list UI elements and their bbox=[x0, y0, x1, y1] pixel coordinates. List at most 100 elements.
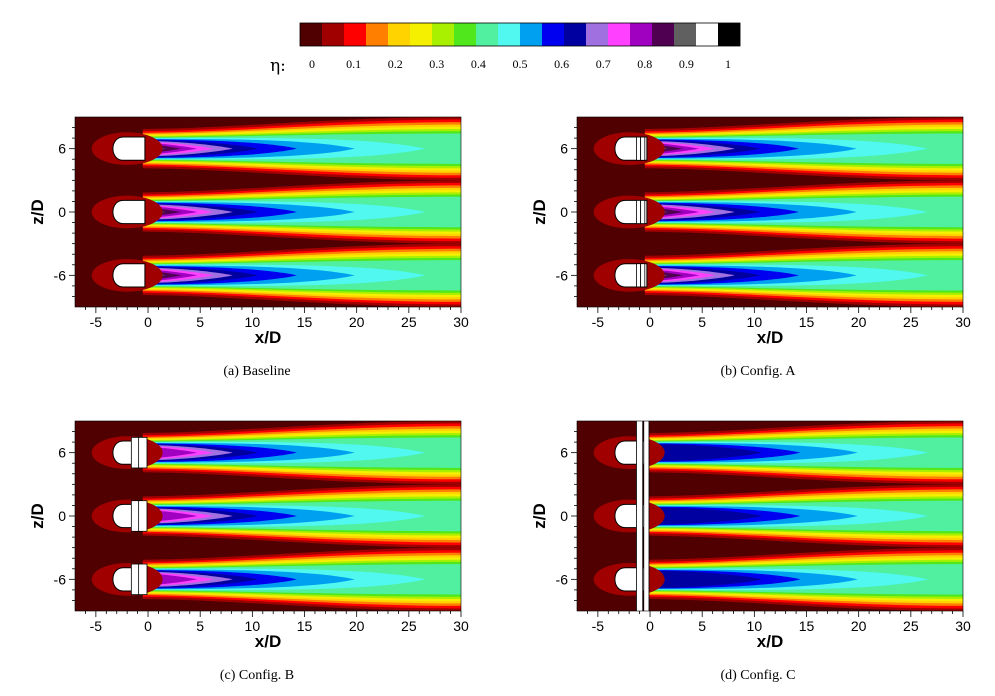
x-tick-label: 10 bbox=[245, 314, 261, 330]
panel-caption: (c) Config. B bbox=[220, 668, 294, 683]
colorbar-swatch bbox=[608, 23, 631, 46]
x-tick-label: 0 bbox=[646, 314, 654, 330]
x-tick-label: 20 bbox=[349, 314, 365, 330]
colorbar-swatch bbox=[476, 23, 499, 46]
x-tick-label: 5 bbox=[698, 618, 706, 634]
x-tick-label: 30 bbox=[955, 618, 971, 634]
x-tick-label: 0 bbox=[144, 618, 152, 634]
colorbar-swatch bbox=[454, 23, 477, 46]
colorbar-swatch bbox=[410, 23, 433, 46]
colorbar-swatch bbox=[542, 23, 565, 46]
y-tick-label: 6 bbox=[58, 445, 66, 461]
x-tick-label: -5 bbox=[592, 314, 605, 330]
colorbar-swatch bbox=[520, 23, 543, 46]
ramp-block bbox=[130, 563, 148, 596]
y-tick-label: 0 bbox=[560, 508, 568, 524]
x-tick-label: 30 bbox=[453, 314, 469, 330]
y-axis-title: z/D bbox=[28, 503, 47, 529]
transverse-slot bbox=[643, 421, 650, 611]
ramp-strip bbox=[636, 263, 642, 288]
colorbar-frame bbox=[299, 22, 741, 47]
x-tick-label: 25 bbox=[903, 314, 919, 330]
colorbar-tick-label: 0.6 bbox=[554, 57, 569, 71]
panel-a: -5 0 5 10 15 20 25 30 6 0 -6 x/D z/D (a) Baseline bbox=[28, 116, 469, 379]
colorbar-swatch bbox=[300, 23, 323, 46]
ramp-strip bbox=[640, 263, 646, 288]
x-tick-label: 20 bbox=[349, 618, 365, 634]
panels: -5 0 5 10 15 20 25 30 6 0 -6 x/D z/D (a) Baseline -5 0 5… bbox=[28, 116, 971, 683]
x-axis-title: x/D bbox=[757, 632, 783, 651]
x-tick-label: 25 bbox=[401, 314, 417, 330]
x-tick-label: 25 bbox=[401, 618, 417, 634]
ramp-block bbox=[130, 436, 148, 469]
colorbar-swatch bbox=[322, 23, 345, 46]
x-tick-label: 20 bbox=[851, 314, 867, 330]
cooling-hole bbox=[112, 136, 146, 161]
panel-caption: (a) Baseline bbox=[223, 364, 290, 379]
colorbar-tick-label: 0.9 bbox=[679, 57, 694, 71]
colorbar-tick-label: 0.1 bbox=[346, 57, 361, 71]
x-tick-label: 10 bbox=[245, 618, 261, 634]
panel-caption: (d) Config. C bbox=[720, 668, 795, 683]
x-tick-label: 15 bbox=[297, 618, 313, 634]
y-tick-label: -6 bbox=[54, 571, 67, 587]
y-axis-title: z/D bbox=[530, 199, 549, 225]
colorbar: η: 0 0.1 0.2 0.3 0.4 0.5 0.6 0.7 0.8 0.9 1 bbox=[270, 22, 741, 76]
colorbar-tick-label: 0.7 bbox=[596, 57, 611, 71]
x-tick-label: 0 bbox=[144, 314, 152, 330]
x-tick-label: 10 bbox=[747, 314, 763, 330]
y-tick-label: 0 bbox=[58, 204, 66, 220]
contour-field bbox=[91, 421, 461, 611]
x-tick-label: 20 bbox=[851, 618, 867, 634]
y-tick-label: 0 bbox=[560, 204, 568, 220]
colorbar-tick-label: 0.8 bbox=[637, 57, 652, 71]
panel-caption: (b) Config. A bbox=[720, 364, 796, 379]
y-tick-label: -6 bbox=[54, 267, 67, 283]
colorbar-tick-label: 0.2 bbox=[388, 57, 403, 71]
colorbar-swatch bbox=[652, 23, 675, 46]
x-tick-label: 5 bbox=[698, 314, 706, 330]
x-tick-label: 5 bbox=[196, 314, 204, 330]
y-tick-label: -6 bbox=[556, 267, 569, 283]
x-tick-label: -5 bbox=[90, 618, 103, 634]
colorbar-tick-label: 0.3 bbox=[429, 57, 444, 71]
x-axis-title: x/D bbox=[255, 328, 281, 347]
panel-b: -5 0 5 10 15 20 25 30 6 0 -6 x/D z/D (b) Config. A bbox=[530, 116, 971, 379]
x-tick-label: 10 bbox=[747, 618, 763, 634]
x-tick-label: 30 bbox=[453, 618, 469, 634]
x-axis-title: x/D bbox=[757, 328, 783, 347]
colorbar-tick-label: 0.4 bbox=[471, 57, 486, 71]
y-tick-label: 6 bbox=[560, 141, 568, 157]
ramp-strip bbox=[636, 136, 642, 161]
contour-field bbox=[593, 421, 963, 611]
colorbar-swatch bbox=[674, 23, 697, 46]
x-tick-label: 15 bbox=[799, 314, 815, 330]
cooling-hole bbox=[112, 199, 146, 225]
x-tick-label: 15 bbox=[297, 314, 313, 330]
panel-d: -5 0 5 10 15 20 25 30 6 0 -6 x/D z/D (d) Config. C bbox=[530, 420, 971, 683]
colorbar-swatch bbox=[696, 23, 719, 46]
y-axis-title: z/D bbox=[530, 503, 549, 529]
panel-c: -5 0 5 10 15 20 25 30 6 0 -6 x/D z/D (c) Config. B bbox=[28, 420, 469, 683]
colorbar-swatch bbox=[630, 23, 653, 46]
contour-band bbox=[647, 570, 763, 588]
contour-field bbox=[593, 117, 963, 307]
colorbar-symbol: η: bbox=[270, 56, 286, 76]
colorbar-swatch bbox=[432, 23, 455, 46]
colorbar-swatch bbox=[564, 23, 587, 46]
colorbar-swatch bbox=[344, 23, 367, 46]
x-tick-label: -5 bbox=[592, 618, 605, 634]
contour-band bbox=[647, 444, 763, 462]
ramp-strip bbox=[640, 199, 646, 225]
x-tick-label: 25 bbox=[903, 618, 919, 634]
x-tick-label: 30 bbox=[955, 314, 971, 330]
x-axis-title: x/D bbox=[255, 632, 281, 651]
contour-band bbox=[647, 507, 763, 525]
x-tick-label: 15 bbox=[799, 618, 815, 634]
x-tick-label: -5 bbox=[90, 314, 103, 330]
y-axis-title: z/D bbox=[28, 199, 47, 225]
cooling-hole bbox=[112, 263, 146, 288]
colorbar-tick-label: 0 bbox=[309, 57, 315, 71]
ramp-strip bbox=[636, 199, 642, 225]
